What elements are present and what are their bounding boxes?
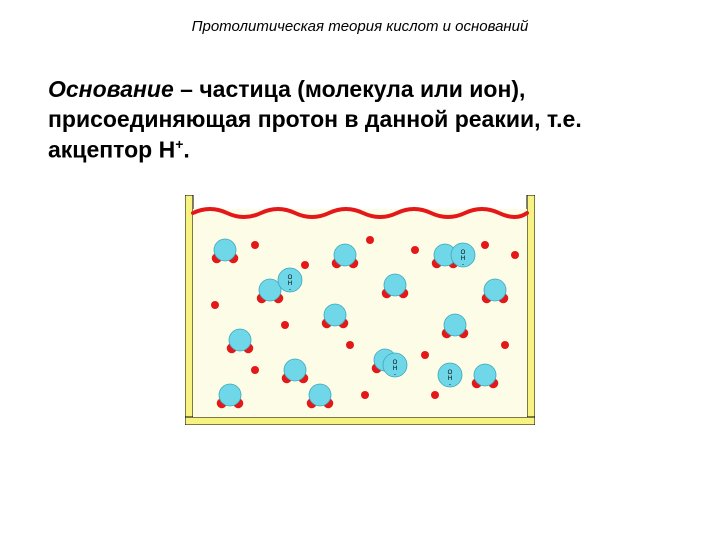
proton bbox=[421, 351, 429, 359]
proton bbox=[211, 301, 219, 309]
definition-term: Основание bbox=[48, 76, 174, 102]
svg-text:-: - bbox=[394, 372, 396, 378]
svg-text:-: - bbox=[289, 287, 291, 293]
proton bbox=[346, 341, 354, 349]
proton bbox=[366, 236, 374, 244]
beaker-svg: OH-OH-OH-OH- bbox=[185, 195, 535, 425]
proton bbox=[431, 391, 439, 399]
page-title: Протолитическая теория кислот и основани… bbox=[0, 18, 720, 35]
svg-text:-: - bbox=[449, 382, 451, 388]
definition-text: Основание – частица (молекула или ион), … bbox=[48, 75, 672, 165]
beaker-diagram: OH-OH-OH-OH- bbox=[185, 195, 535, 425]
proton bbox=[501, 341, 509, 349]
proton bbox=[481, 241, 489, 249]
proton bbox=[281, 321, 289, 329]
proton bbox=[251, 241, 259, 249]
proton bbox=[301, 261, 309, 269]
proton bbox=[361, 391, 369, 399]
definition-body-b: . bbox=[183, 136, 189, 162]
proton bbox=[251, 366, 259, 374]
proton bbox=[411, 246, 419, 254]
proton bbox=[511, 251, 519, 259]
svg-text:-: - bbox=[462, 262, 464, 268]
